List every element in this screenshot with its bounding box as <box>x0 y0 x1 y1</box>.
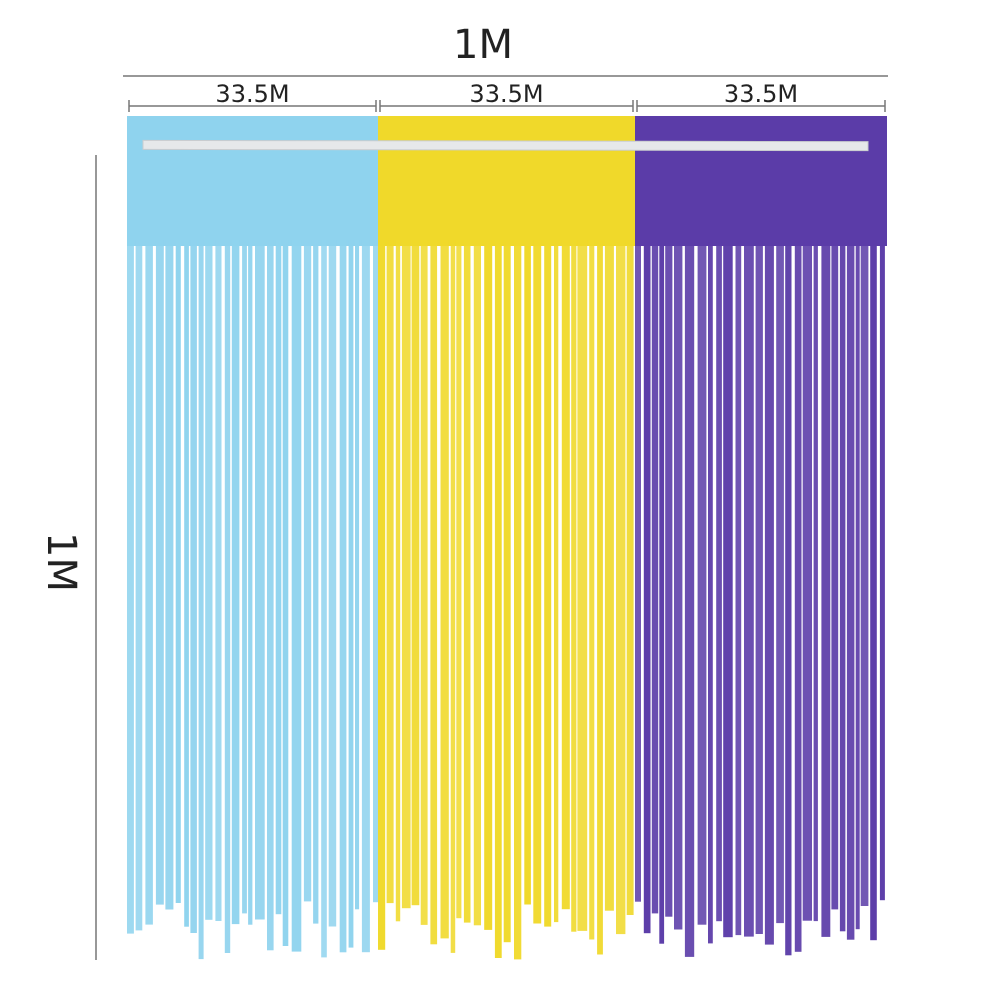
fringe-strip <box>395 240 401 922</box>
fringe-strip <box>450 240 456 953</box>
fringe-strip <box>684 240 695 957</box>
panel-width-label: 33.5M <box>469 80 543 108</box>
fringe-strip <box>755 240 763 934</box>
fringe-strip <box>361 240 370 953</box>
fringe-strip <box>440 240 449 939</box>
fringe-strip <box>697 240 707 925</box>
fringe-strip <box>577 240 588 931</box>
fringe-strip <box>589 240 595 940</box>
fringe-strip <box>339 240 347 953</box>
fringe-strip <box>785 240 792 956</box>
fringe-strip <box>626 240 634 915</box>
fringe-strip <box>215 240 222 921</box>
fringe-strip <box>275 240 282 915</box>
fringe-strip <box>659 240 665 944</box>
fringe-strip <box>831 240 839 910</box>
fringe-strip <box>205 240 213 920</box>
fringe-strip <box>879 240 885 901</box>
fringe-strip <box>821 240 831 937</box>
fringe-strip <box>839 240 846 932</box>
fringe-strip <box>860 240 869 906</box>
fringe-strip <box>744 240 754 937</box>
fringe-strip <box>184 240 189 927</box>
fringe-strip <box>533 240 542 924</box>
fringe-strip <box>665 240 673 917</box>
fringe-strip <box>635 240 641 902</box>
panel-top <box>127 116 378 246</box>
panel-dimensions: 33.5M 33.5M 33.5M <box>128 80 886 112</box>
fringe-strip <box>291 240 302 952</box>
fringe-strip <box>411 240 420 906</box>
fringe-strip <box>373 240 378 903</box>
fringe-strip <box>716 240 722 922</box>
fringe-strip <box>846 240 855 940</box>
fringe-strip <box>524 240 531 905</box>
height-label: 1M <box>38 532 84 592</box>
fringe-strip <box>386 240 394 904</box>
fringe-strip <box>242 240 247 914</box>
fringe-strip <box>135 240 143 931</box>
fringe-strip <box>198 240 204 960</box>
fringe-strip <box>145 240 153 925</box>
panel-top <box>635 116 887 246</box>
fringe-strip <box>764 240 774 945</box>
fringe-strip <box>561 240 570 910</box>
fringe-strip <box>224 240 231 953</box>
fringe-strip <box>355 240 360 910</box>
fringe-strip <box>604 240 614 911</box>
panel-top <box>378 116 635 246</box>
fringe-strip <box>544 240 552 927</box>
fringe-strip <box>503 240 511 943</box>
panel-width-label: 33.5M <box>215 80 289 108</box>
fringe-strip <box>282 240 289 946</box>
fringe-strip <box>348 240 354 948</box>
fringe-strip <box>651 240 659 914</box>
fringe-strip <box>813 240 818 922</box>
fringe-strip <box>303 240 312 902</box>
fringe-strip <box>231 240 240 925</box>
fringe-strip <box>616 240 626 935</box>
fringe-strip <box>190 240 197 933</box>
fringe-strip <box>473 240 481 926</box>
fringe-strip <box>802 240 812 921</box>
fringe-strip <box>794 240 802 952</box>
fringe-strip <box>420 240 428 925</box>
fringe-strip <box>321 240 327 958</box>
fringe-strip <box>255 240 265 920</box>
fringe-strip <box>401 240 411 909</box>
fringe-strip <box>514 240 522 960</box>
panel-width-label: 33.5M <box>724 80 798 108</box>
fringe-strip <box>378 240 386 950</box>
fringe-strip <box>127 240 134 934</box>
hanging-strip <box>142 139 869 152</box>
fringe-strip <box>870 240 877 941</box>
fringe-strip <box>463 240 471 923</box>
fringe-strip <box>248 240 253 925</box>
fringe-strip <box>776 240 784 924</box>
fringe-strip <box>165 240 174 910</box>
total-width-label: 1M <box>453 22 513 68</box>
fringe-strip <box>456 240 462 919</box>
fringe-strip <box>155 240 164 905</box>
fringe-strip <box>328 240 337 927</box>
fringe-strip <box>554 240 559 923</box>
fringe-strip <box>723 240 733 938</box>
curtain <box>127 116 887 960</box>
fringe-strip <box>571 240 577 932</box>
fringe-strip <box>643 240 651 934</box>
fringe-strip <box>430 240 438 945</box>
fringe-strip <box>735 240 742 936</box>
fringe-strip <box>855 240 860 930</box>
fringe-strip <box>267 240 274 951</box>
fringe-strip <box>674 240 683 930</box>
fringe-strip <box>175 240 181 903</box>
fringe-strip <box>708 240 713 944</box>
fringe-strip <box>484 240 493 930</box>
fringe-strip <box>313 240 319 924</box>
fringe-strip <box>597 240 603 955</box>
fringe-strip <box>494 240 502 958</box>
